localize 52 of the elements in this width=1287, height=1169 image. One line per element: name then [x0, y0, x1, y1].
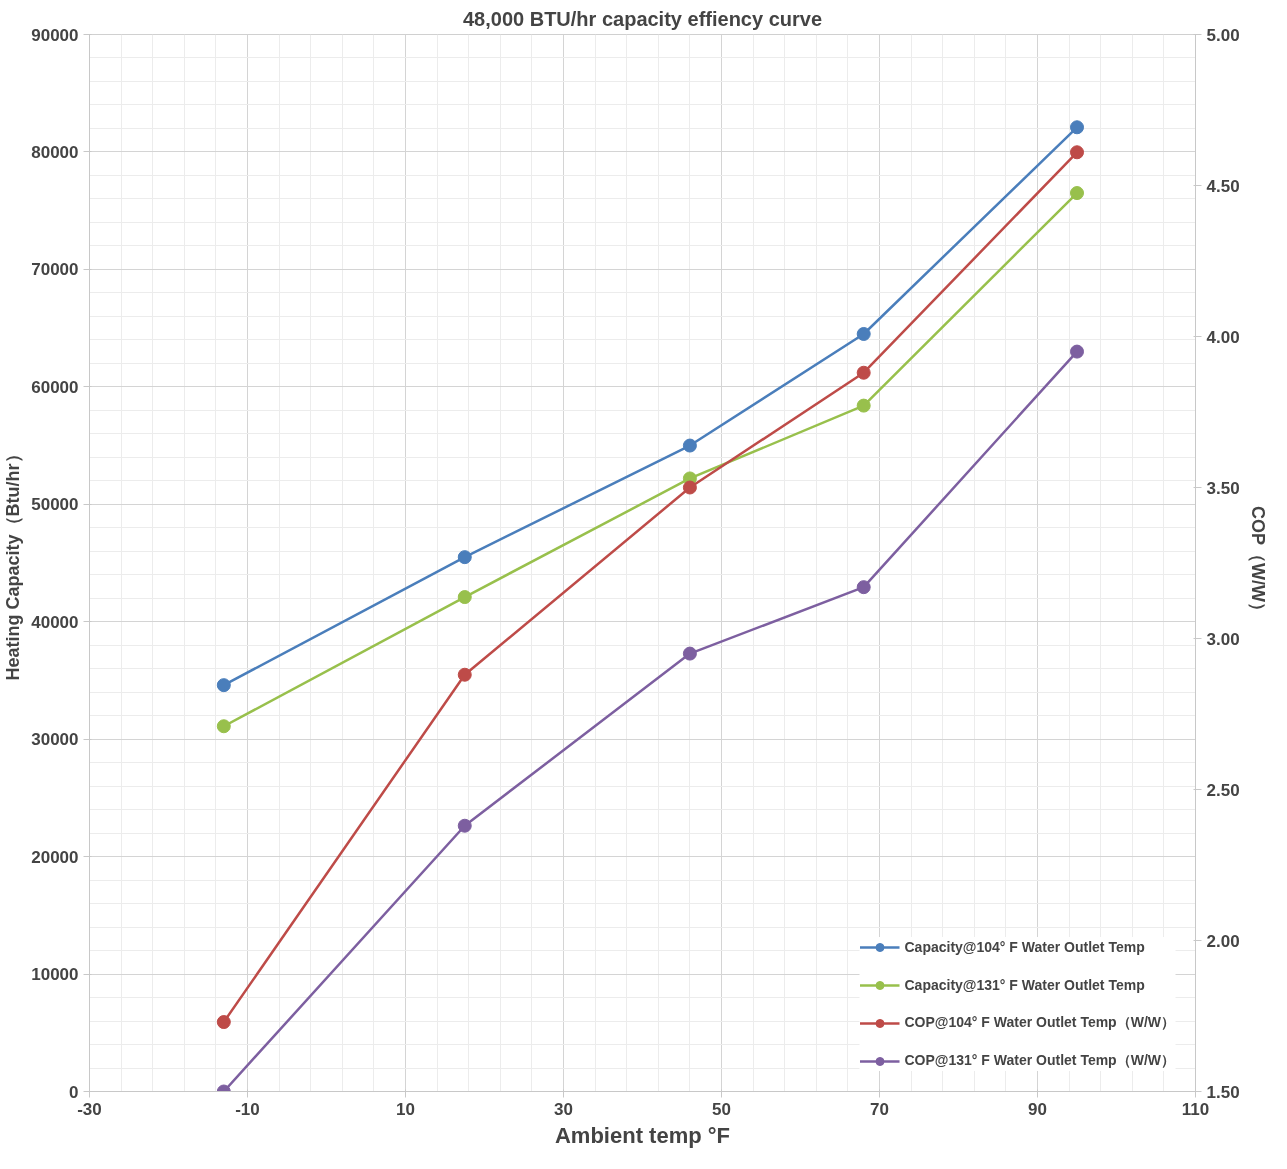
- point: [856, 365, 871, 380]
- y2-tick-label: 5.00: [1206, 25, 1240, 45]
- y2-tick-label: 1.50: [1206, 1082, 1240, 1102]
- y2-tick-label: 2.00: [1206, 931, 1240, 951]
- point: [457, 550, 472, 565]
- point: [1070, 120, 1084, 135]
- y-tick-label: 0: [69, 1082, 79, 1102]
- y2-tick-label: 2.50: [1206, 780, 1240, 800]
- x-tick-label: -30: [77, 1099, 102, 1119]
- point: [1070, 186, 1084, 201]
- point: [682, 480, 697, 495]
- x-tick-label: 110: [1181, 1099, 1210, 1119]
- chart-title: 48,000 BTU/hr capacity effiency curve: [462, 7, 823, 30]
- legend-label: Capacity@131° F Water Outlet Temp: [904, 977, 1145, 993]
- y2-tick-label: 4.50: [1206, 176, 1240, 196]
- point: [682, 646, 697, 661]
- y2-tick-label: 3.50: [1206, 478, 1240, 498]
- x-tick-label: 50: [712, 1099, 731, 1119]
- y-tick-label: 80000: [31, 142, 79, 162]
- y-tick-label: 30000: [31, 730, 79, 750]
- point: [457, 667, 472, 682]
- y-tick-label: 40000: [31, 612, 79, 632]
- point: [216, 719, 231, 734]
- legend-label: Capacity@104° F Water Outlet Temp: [904, 939, 1145, 955]
- y2-tick-label: 3.00: [1206, 629, 1240, 649]
- point: [216, 1015, 231, 1030]
- y-tick-label: 20000: [31, 847, 79, 867]
- x-tick-label: 30: [554, 1099, 573, 1119]
- point: [457, 818, 472, 833]
- point: [856, 327, 871, 341]
- point: [1070, 145, 1084, 160]
- y2-tick-label: 4.00: [1206, 327, 1240, 347]
- legend-label: COP@104° F Water Outlet Temp（W/W）: [904, 1014, 1175, 1032]
- x-tick-label: 70: [870, 1099, 889, 1119]
- point: [216, 678, 231, 693]
- x-tick-label: 10: [396, 1099, 415, 1119]
- legend-label: COP@131° F Water Outlet Temp（W/W）: [904, 1052, 1175, 1070]
- y-tick-label: 60000: [31, 377, 79, 397]
- y-tick-label: 10000: [31, 965, 79, 985]
- point: [457, 590, 472, 605]
- y-axis-title: Heating Capacity（Btu/hr）: [3, 445, 24, 681]
- y-tick-label: 90000: [31, 25, 79, 45]
- x-axis-title: Ambient temp °F: [554, 1122, 731, 1148]
- point: [856, 580, 871, 595]
- point: [856, 398, 871, 413]
- x-tick-label: -10: [235, 1099, 260, 1119]
- y2-axis-title: COP（W/W）: [1247, 506, 1268, 621]
- point: [682, 438, 697, 453]
- point: [1070, 344, 1084, 359]
- y-tick-label: 50000: [31, 495, 79, 515]
- x-tick-label: 90: [1028, 1099, 1047, 1119]
- y-tick-label: 70000: [31, 260, 79, 280]
